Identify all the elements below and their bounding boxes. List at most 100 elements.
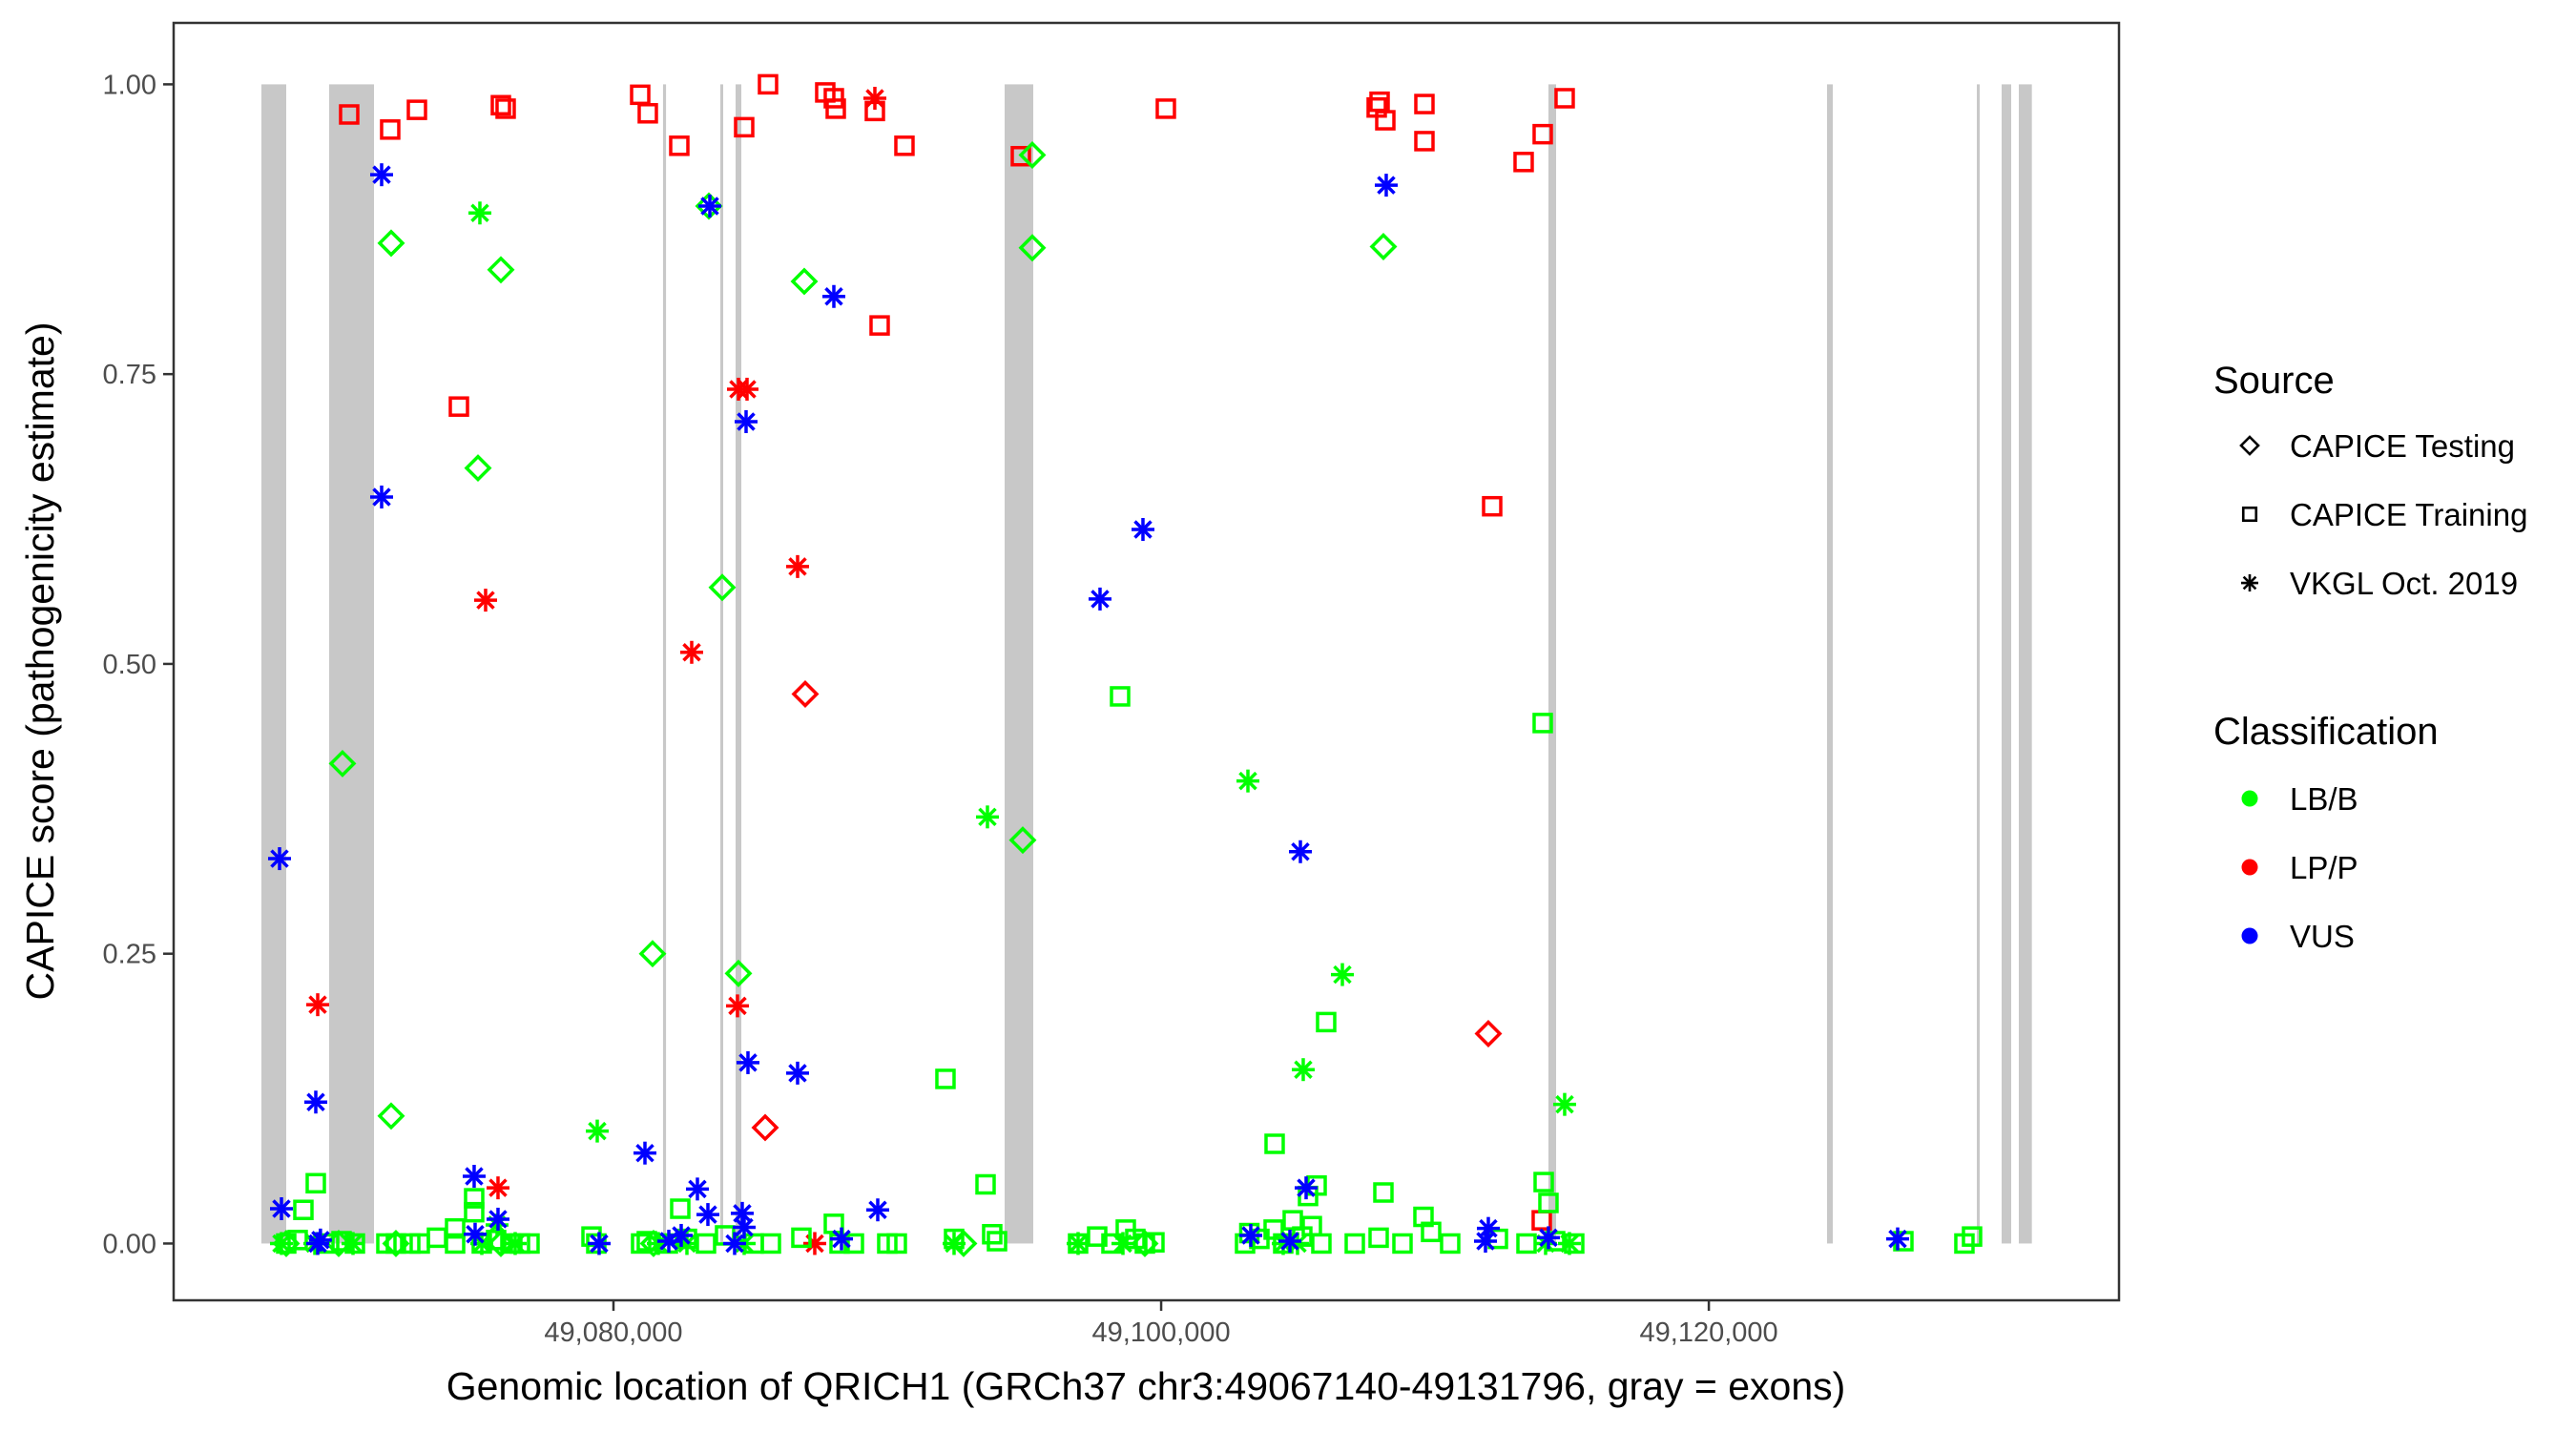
data-point-square-marker (1144, 1232, 1165, 1253)
data-point-square-marker (293, 1199, 314, 1220)
legend-source-label: CAPICE Testing (2290, 428, 2515, 464)
data-point-asterisk-marker (267, 847, 291, 871)
data-point-square-marker (670, 1198, 691, 1219)
data-point-asterisk-marker (463, 1222, 487, 1246)
data-point-square-marker (935, 1068, 956, 1089)
data-point-asterisk-marker (656, 1230, 680, 1254)
data-point-square-marker (1482, 495, 1503, 517)
exon-bands (260, 84, 2032, 1244)
data-point-square-marker (1264, 1133, 1285, 1154)
legend-classification-label: VUS (2290, 919, 2355, 954)
data-point-asterisk-marker (1111, 1232, 1135, 1255)
data-point-asterisk-marker (303, 1090, 327, 1114)
data-point-asterisk-marker (1536, 1226, 1560, 1250)
data-point-square-marker (1392, 1233, 1413, 1255)
legend-classification-title: Classification (2213, 711, 2439, 753)
data-point-square-marker (1538, 1192, 1559, 1213)
legend-square-icon (2241, 506, 2258, 523)
data-point-asterisk-marker (723, 1232, 747, 1255)
data-point-square-marker (495, 98, 516, 119)
data-point-asterisk-marker (1885, 1227, 1909, 1251)
data-point-diamond-marker (708, 573, 737, 602)
data-point-asterisk-marker (802, 1232, 826, 1255)
data-point-asterisk-marker (369, 163, 393, 187)
data-point-square-marker (1373, 1182, 1394, 1203)
legend-classification-label: LP/P (2290, 850, 2358, 885)
data-point-asterisk-marker (725, 994, 749, 1018)
data-point-square-marker (1368, 1227, 1389, 1249)
data-point-square-marker (823, 88, 844, 109)
data-point-asterisk-marker (1557, 1232, 1581, 1255)
x-axis-ticks: 49,080,000 49,100,000 49,120,000 (544, 1300, 1778, 1348)
data-point-square-marker (380, 119, 401, 140)
data-point-diamond-marker (1018, 234, 1047, 262)
data-point-square-marker (1010, 145, 1031, 167)
data-point-square-marker (1554, 88, 1575, 109)
data-point-asterisk-marker (685, 1177, 709, 1201)
data-point-square-marker (886, 1233, 907, 1255)
data-point-square-marker (669, 135, 690, 156)
data-point-diamond-marker (1131, 1229, 1159, 1257)
data-point-asterisk-marker (486, 1207, 509, 1231)
data-point-asterisk-marker (736, 1050, 759, 1074)
data-point-asterisk-marker (462, 1164, 486, 1188)
x-axis-title: Genomic location of QRICH1 (GRCh37 chr3:… (447, 1364, 1846, 1408)
data-point-asterisk-marker (1374, 174, 1398, 197)
data-point-diamond-marker (751, 1113, 779, 1142)
data-point-asterisk-marker (504, 1232, 528, 1255)
x-tick-label: 49,100,000 (1091, 1317, 1230, 1348)
y-tick-label: 0.75 (103, 360, 156, 390)
data-point-asterisk-marker (1278, 1230, 1302, 1254)
data-point-asterisk-marker (862, 86, 886, 110)
data-point-asterisk-marker (306, 993, 330, 1017)
data-point-asterisk-marker (785, 1061, 809, 1085)
data-point-square-marker (987, 1231, 1008, 1252)
legend-color-dot-icon (2241, 859, 2258, 876)
data-point-asterisk-marker (829, 1227, 853, 1251)
legend-diamond-icon (2239, 435, 2260, 456)
legend: Source CAPICE Testing CAPICE Training VKGL… (2213, 360, 2527, 954)
legend-classification-label: LB/B (2290, 781, 2358, 817)
data-point-asterisk-marker (1294, 1176, 1318, 1200)
data-point-asterisk-marker (633, 1141, 656, 1165)
data-point-asterisk-marker (1288, 840, 1312, 863)
data-point-square-marker (1421, 1221, 1442, 1243)
y-tick-label: 0.00 (103, 1229, 156, 1259)
data-point-square-marker (1110, 686, 1131, 707)
data-point-square-marker (1532, 123, 1553, 145)
data-point-square-marker (1513, 152, 1534, 173)
data-point-square-marker (339, 104, 360, 125)
data-point-asterisk-marker (467, 201, 491, 225)
data-point-square-marker (490, 94, 511, 116)
y-axis-title: CAPICE score (pathogenicity estimate) (18, 322, 62, 1001)
exon-band (260, 84, 286, 1244)
data-point-square-marker (1316, 1011, 1337, 1033)
exon-band (1548, 84, 1556, 1244)
data-point-asterisk-marker (1552, 1092, 1576, 1116)
data-point-square-marker (464, 1201, 485, 1223)
legend-source-label: VKGL Oct. 2019 (2290, 566, 2518, 601)
data-point-diamond-marker (949, 1229, 978, 1257)
exon-band (1004, 84, 1034, 1244)
data-point-square-marker (760, 1233, 781, 1255)
data-point-diamond-marker (272, 1229, 301, 1257)
data-point-asterisk-marker (1131, 517, 1154, 541)
data-point-asterisk-marker (696, 1203, 719, 1227)
data-point-asterisk-marker (486, 1176, 509, 1200)
data-point-asterisk-marker (1330, 963, 1354, 986)
data-point-square-marker (825, 98, 846, 119)
data-point-square-marker (1311, 1233, 1332, 1255)
y-axis-ticks: 0.00 0.25 0.50 0.75 1.00 (103, 70, 174, 1259)
data-point-diamond-marker (328, 749, 357, 778)
legend-source-label: CAPICE Training (2290, 497, 2527, 532)
data-point-square-marker (869, 315, 890, 336)
plot-panel-border (172, 21, 2121, 1302)
exon-band (329, 84, 374, 1244)
data-point-square-marker (1414, 131, 1435, 152)
legend-color-dot-icon (2241, 790, 2258, 807)
legend-source-title: Source (2213, 360, 2335, 402)
data-point-square-marker (1440, 1233, 1461, 1255)
data-point-diamond-marker (1369, 233, 1398, 260)
exon-band (2018, 84, 2032, 1244)
